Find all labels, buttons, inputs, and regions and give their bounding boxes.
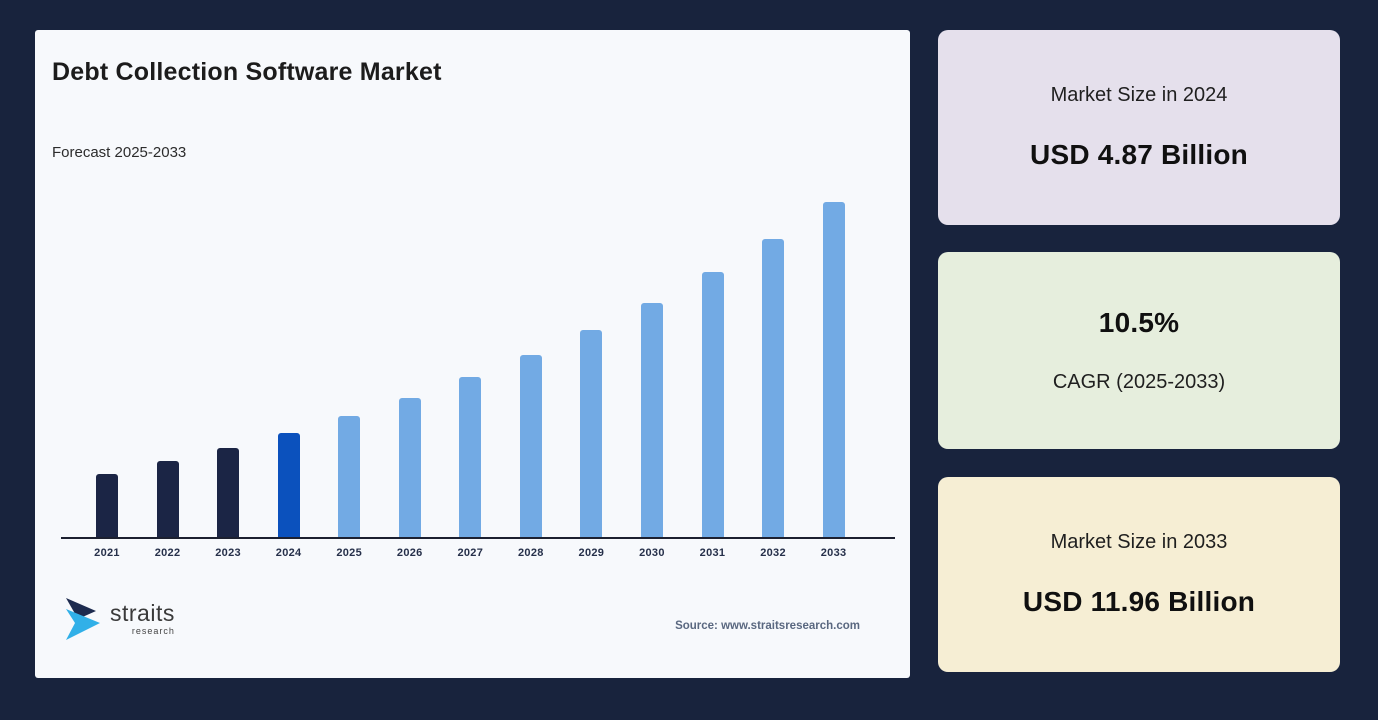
- page-title: Debt Collection Software Market: [52, 58, 442, 86]
- x-axis-tick-label: 2029: [578, 547, 605, 559]
- source-text: Source: www.straitsresearch.com: [675, 620, 860, 632]
- bar-chart: 2021 2022 2023 2024 2025 2026 2027 2028 2029 2030…: [61, 190, 895, 559]
- chart-bar-2028: [519, 355, 542, 537]
- chart-bar-2031: [701, 272, 724, 537]
- stat-value: 10.5%: [1098, 307, 1180, 338]
- x-axis-tick-label: 2021: [94, 547, 120, 559]
- chart-bar-2025: [338, 416, 361, 537]
- stat-label: Market Size in 2024: [1050, 84, 1228, 106]
- chart-bar-2029: [580, 330, 603, 537]
- straits-logo-text: straits research: [110, 602, 175, 636]
- straits-logo: straits research: [63, 596, 175, 642]
- x-axis-tick-label: 2023: [215, 547, 241, 559]
- logo-subname: research: [131, 626, 175, 636]
- stat-value: USD 4.87 Billion: [1030, 139, 1248, 170]
- straits-arrow-icon: [63, 596, 103, 642]
- chart-subtitle: Forecast 2025-2033: [52, 144, 187, 161]
- x-axis-tick-label: 2031: [699, 547, 726, 559]
- x-axis-tick-label: 2025: [336, 547, 363, 559]
- x-axis-tick-label: 2024: [275, 547, 302, 559]
- chart-bar-2026: [398, 398, 421, 537]
- x-axis-tick-label: 2030: [639, 547, 665, 559]
- stat-value: USD 11.96 Billion: [1022, 586, 1256, 617]
- x-axis-tick-label: 2032: [760, 547, 786, 559]
- x-axis-tick-label: 2026: [396, 547, 423, 559]
- stat-label: Market Size in 2033: [1050, 531, 1228, 553]
- x-axis-tick-label: 2027: [457, 547, 484, 559]
- x-axis-tick-label: 2022: [154, 547, 181, 559]
- stat-card-cagr: 10.5% CAGR (2025-2033): [938, 252, 1340, 449]
- chart-bar-2032: [762, 239, 785, 537]
- chart-bar-2030: [640, 303, 663, 537]
- stat-card-market-size-2024: Market Size in 2024 USD 4.87 Billion: [938, 30, 1340, 225]
- chart-bar-2022: [156, 461, 179, 537]
- chart-bar-2023: [217, 448, 240, 537]
- x-axis-line: [61, 537, 895, 539]
- chart-bar-2021: [96, 474, 118, 537]
- chart-bar-2033: [822, 202, 845, 537]
- chart-bar-2024: [277, 433, 300, 537]
- stat-label: CAGR (2025-2033): [1052, 371, 1226, 393]
- x-axis-tick-label: 2033: [820, 547, 847, 559]
- x-axis-tick-label: 2028: [518, 547, 544, 559]
- chart-bar-2027: [459, 377, 482, 537]
- chart-card: Debt Collection Software Market Forecast…: [35, 30, 910, 678]
- logo-name: straits: [110, 600, 175, 626]
- stat-card-market-size-2033: Market Size in 2033 USD 11.96 Billion: [938, 477, 1340, 672]
